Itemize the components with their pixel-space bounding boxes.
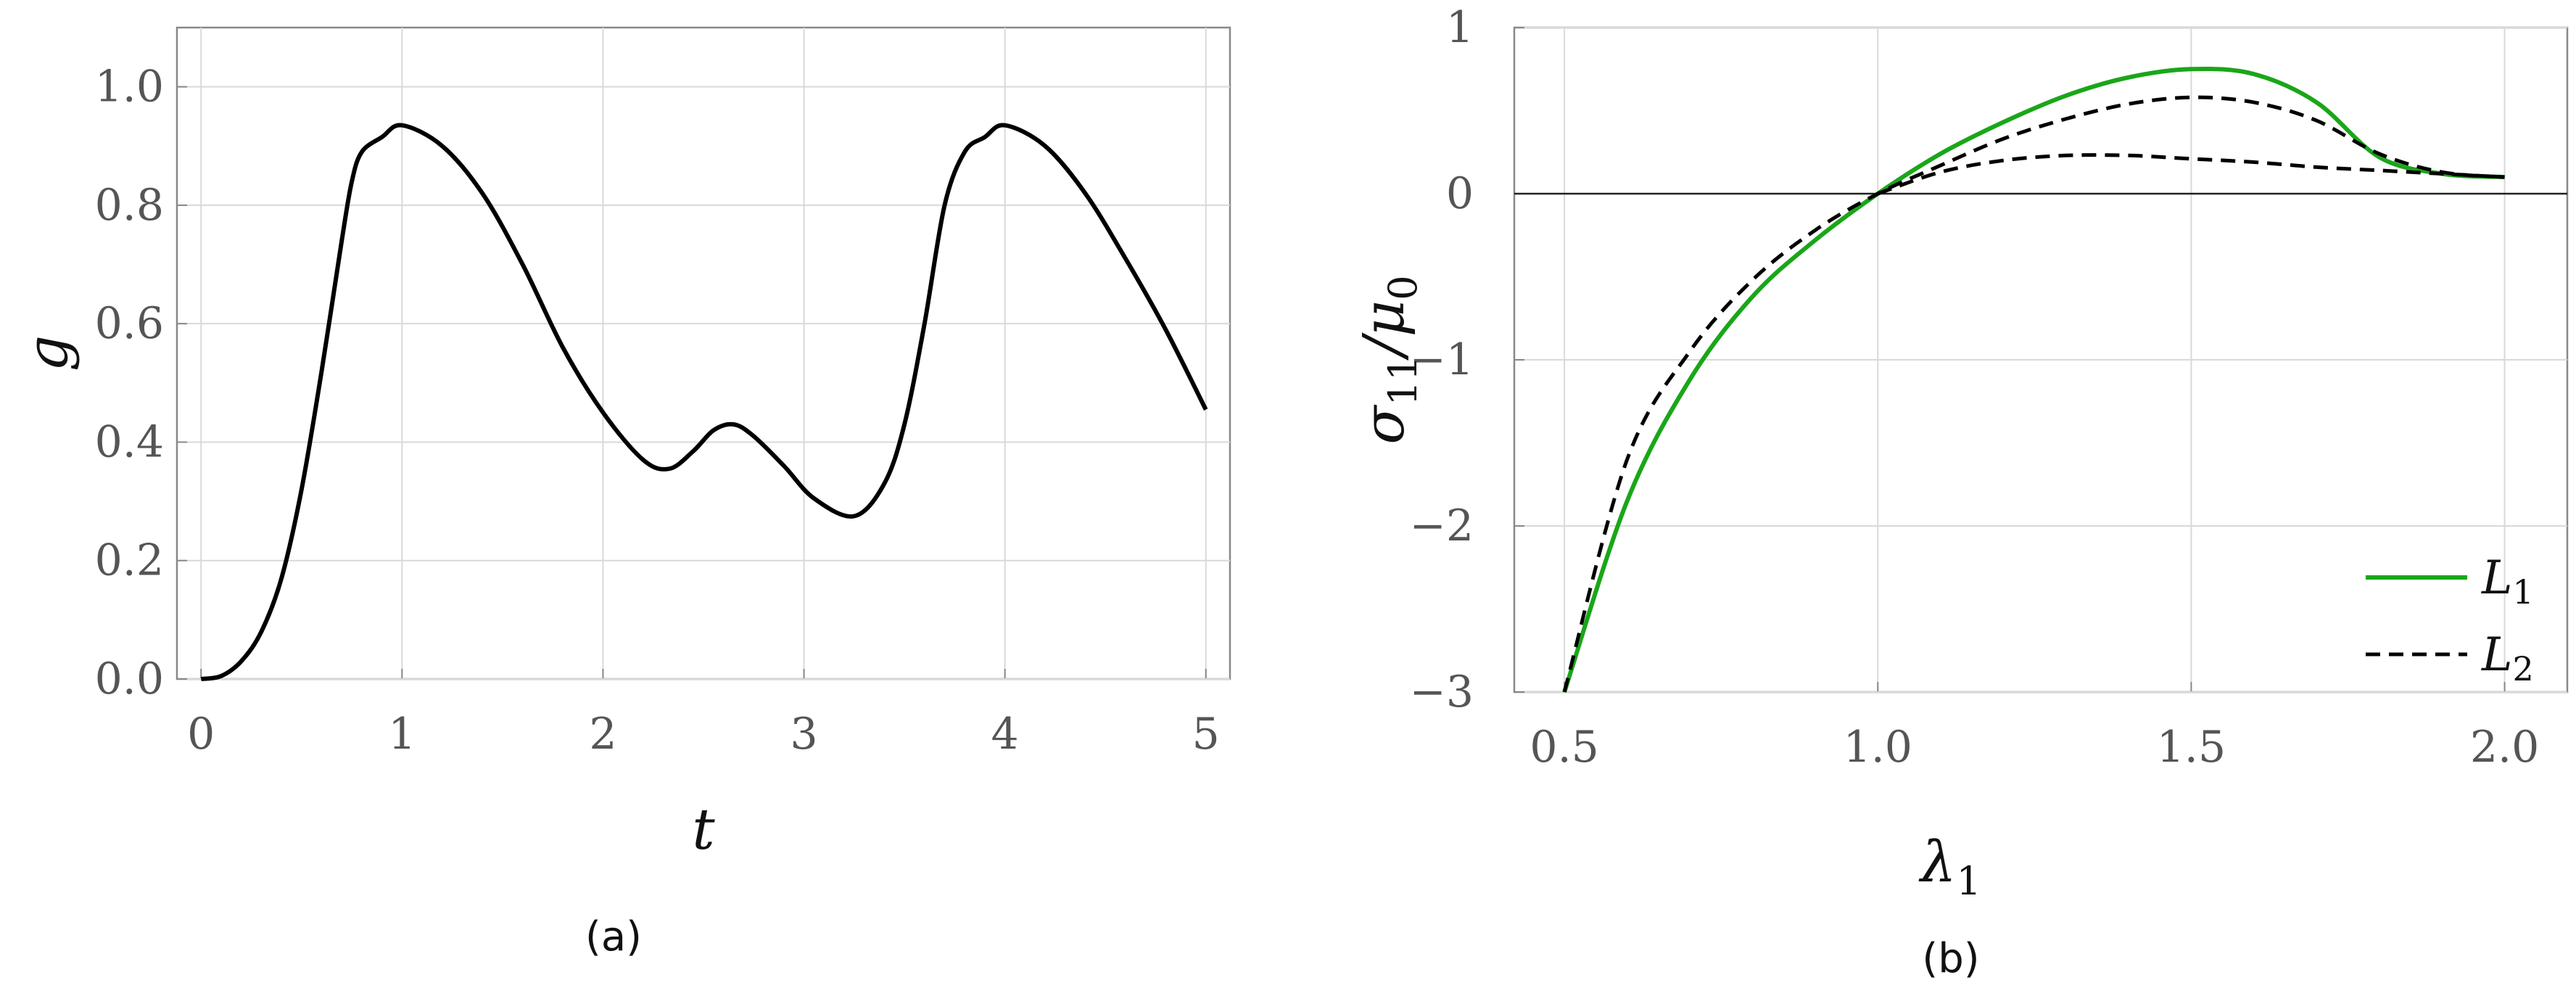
x-tick-label: 2.0 — [2470, 722, 2539, 773]
y-tick-label: −3 — [1410, 667, 1474, 717]
x-axis-title-b-main: λ — [1918, 830, 1956, 895]
legend-label-l1: L1 — [2481, 551, 2534, 612]
legend-label-l1-sub: 1 — [2513, 572, 2534, 612]
y-tick-label: −2 — [1410, 501, 1474, 551]
legend: L1 L2 — [2366, 551, 2534, 688]
grid-a — [177, 28, 1230, 680]
y-tick-label: 0.4 — [95, 416, 164, 467]
panel-b: 0.5 1.0 1.5 2.0−3−2−101 λ1 σ11/μ0 (b) L1 L2 — [1352, 2, 2569, 982]
plot-frame-a — [176, 26, 1231, 680]
y-tick-label: 1 — [1446, 2, 1474, 53]
legend-label-l1-main: L — [2481, 551, 2513, 605]
y-axis-title-a: g — [15, 335, 80, 371]
panel-a: 0 1 2 3 4 5 0.0 0.2 0.4 0.6 0.8 1.0 t g (a) — [15, 26, 1231, 960]
y-tick-label: 0.6 — [95, 298, 164, 349]
x-axis-title-b-sub: 1 — [1957, 858, 1981, 904]
y-axis-title-b-rest-sub: 0 — [1380, 275, 1426, 300]
legend-label-l2-main: L — [2481, 628, 2513, 682]
x-tick-label: 1.0 — [1844, 722, 1912, 773]
caption-b: (b) — [1922, 935, 1979, 982]
x-tick-label: 0 — [187, 709, 215, 760]
curves-a — [200, 123, 1208, 681]
y-tick-label: 0.2 — [95, 535, 164, 586]
legend-label-l2: L2 — [2481, 628, 2534, 688]
tick-labels-a: 0 1 2 3 4 5 0.0 0.2 0.4 0.6 0.8 1.0 — [95, 62, 1220, 760]
y-axis-title-b: σ11/μ0 — [1352, 275, 1426, 444]
x-axis-title-a: t — [692, 797, 715, 863]
x-tick-label: 5 — [1192, 709, 1220, 760]
x-tick-label: 4 — [991, 709, 1019, 760]
series-line-a-0 — [200, 123, 1208, 681]
tick-labels-b: 0.5 1.0 1.5 2.0 −3 −2 −1 0 1 — [1410, 2, 2540, 773]
y-tick-label: 0.8 — [95, 180, 164, 231]
y-axis-title-b-rest: /μ — [1352, 300, 1417, 361]
x-axis-title-b: λ1 — [1918, 830, 1981, 904]
y-axis-title-b-sub: 11 — [1380, 356, 1426, 406]
x-tick-label: 0.5 — [1530, 722, 1598, 773]
y-tick-label: 0 — [1446, 168, 1474, 219]
series-line-b-0 — [1562, 66, 2505, 693]
y-tick-label: 1.0 — [95, 62, 164, 112]
x-tick-label: 3 — [790, 709, 817, 760]
series-line-b-1 — [1562, 95, 2505, 693]
x-tick-label: 1 — [388, 709, 416, 760]
y-tick-label: −1 — [1410, 334, 1474, 385]
legend-label-l2-sub: 2 — [2513, 649, 2534, 688]
caption-a: (a) — [585, 913, 642, 960]
y-tick-label: 0.0 — [95, 654, 164, 704]
x-tick-label: 1.5 — [2157, 722, 2226, 773]
y-axis-title-b-main: σ — [1352, 405, 1417, 445]
curves-b — [1562, 66, 2505, 693]
x-tick-label: 2 — [589, 709, 616, 760]
